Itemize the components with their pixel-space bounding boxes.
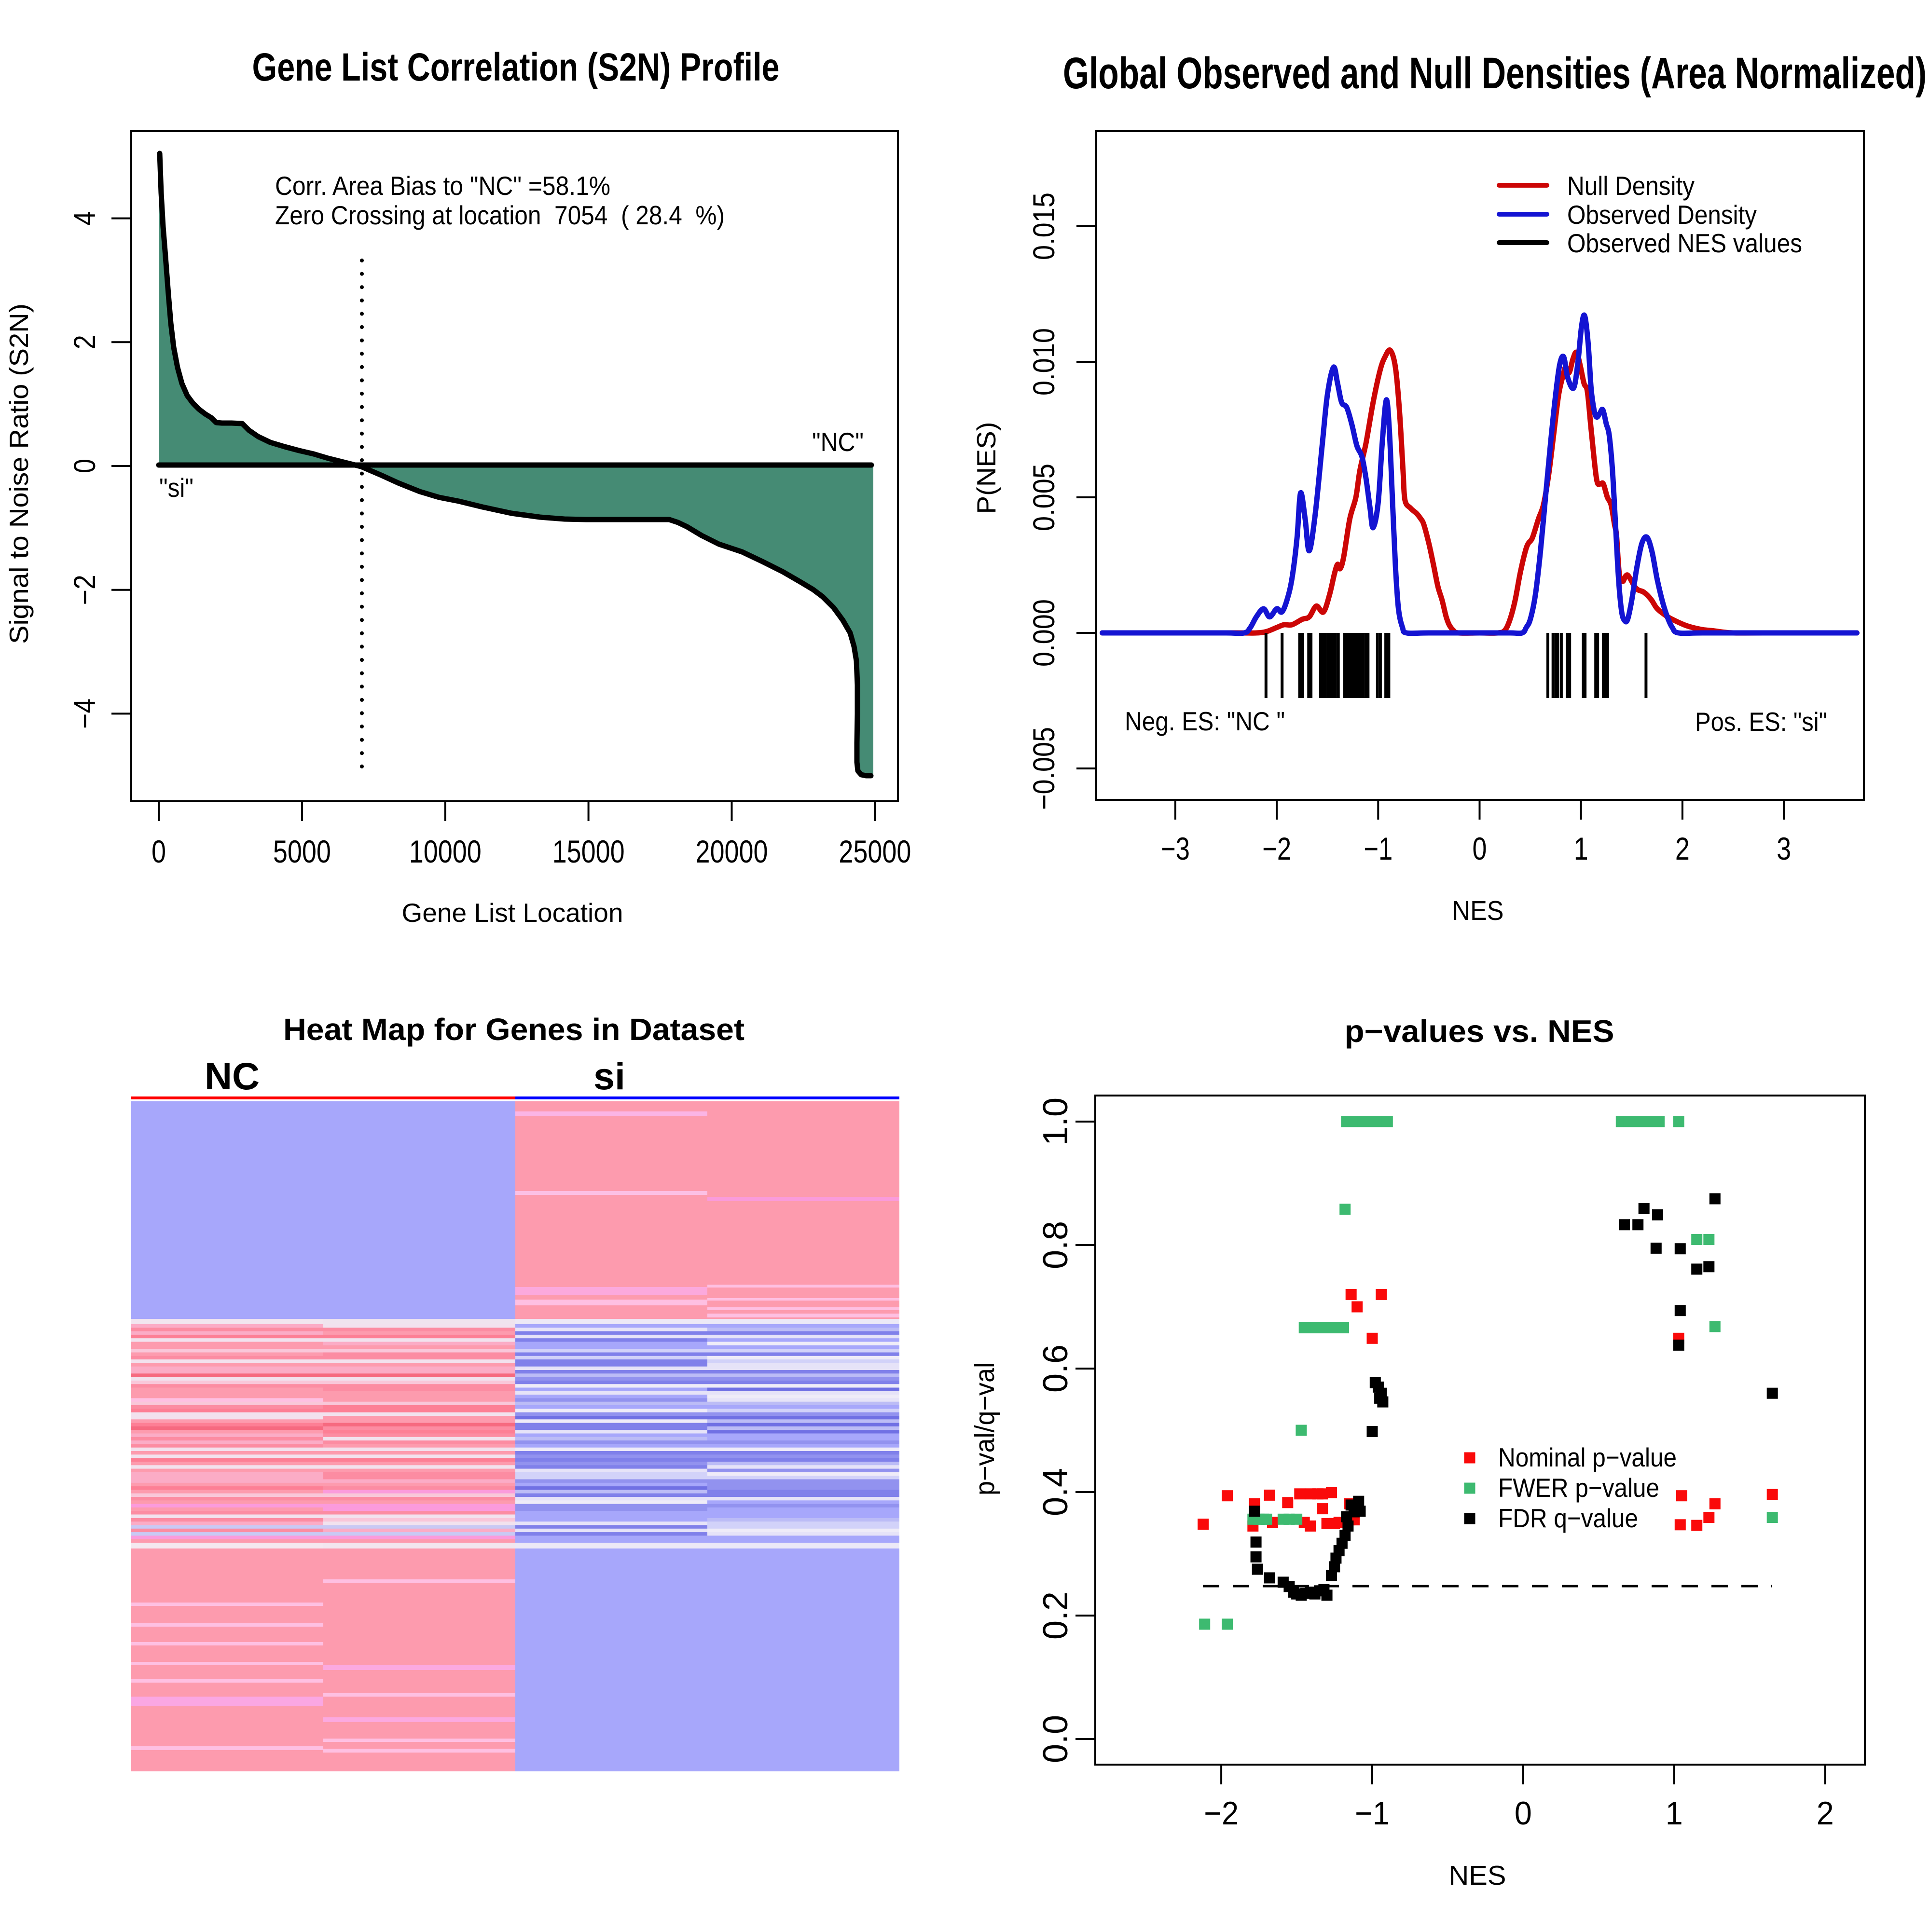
svg-text:Zero Crossing at location 705: Zero Crossing at location 7054 ( 28.4 %) [275,200,725,230]
svg-text:Heat Map for Genes in Dataset: Heat Map for Genes in Dataset [283,1012,744,1047]
svg-text:−1: −1 [1364,831,1392,866]
svg-text:Nominal p−value: Nominal p−value [1498,1442,1677,1472]
svg-text:Global Observed and Null Densi: Global Observed and Null Densities (Area… [1063,49,1927,98]
svg-text:NC: NC [205,1055,260,1097]
svg-text:2: 2 [1675,831,1690,866]
svg-text:0.2: 0.2 [1036,1591,1075,1640]
svg-text:FWER p−value: FWER p−value [1498,1473,1659,1503]
svg-text:Neg. ES: "NC ": Neg. ES: "NC " [1125,706,1285,736]
svg-text:0.4: 0.4 [1036,1468,1075,1516]
svg-text:si: si [593,1055,625,1097]
svg-text:20000: 20000 [696,834,768,869]
svg-text:0.015: 0.015 [1027,192,1061,260]
svg-text:Observed NES values: Observed NES values [1567,228,1802,258]
svg-text:p−val/q−val: p−val/q−val [969,1362,1000,1495]
svg-text:0.010: 0.010 [1027,328,1061,396]
svg-text:Signal to Noise Ratio (S2N): Signal to Noise Ratio (S2N) [4,303,34,644]
svg-text:Gene List Location: Gene List Location [402,898,623,928]
svg-text:P(NES): P(NES) [971,422,1001,514]
svg-text:3: 3 [1777,831,1791,866]
svg-text:"NC": "NC" [812,427,864,457]
svg-text:0.000: 0.000 [1027,599,1061,667]
svg-text:−0.005: −0.005 [1027,727,1061,810]
svg-text:5000: 5000 [273,834,331,869]
svg-text:15000: 15000 [552,834,625,869]
svg-text:Observed Density: Observed Density [1567,200,1757,230]
svg-text:−1: −1 [1355,1795,1390,1832]
svg-text:0.8: 0.8 [1036,1221,1075,1269]
svg-text:0: 0 [1515,1795,1532,1832]
svg-text:−2: −2 [1204,1795,1239,1832]
svg-text:2: 2 [68,335,102,349]
svg-text:Gene List Correlation (S2N) Pr: Gene List Correlation (S2N) Profile [252,45,780,89]
svg-text:NES: NES [1449,1860,1506,1891]
svg-text:1: 1 [1574,831,1588,866]
svg-text:25000: 25000 [839,834,911,869]
svg-text:0: 0 [1473,831,1487,866]
svg-text:0.6: 0.6 [1036,1344,1075,1393]
svg-text:4: 4 [68,211,102,226]
svg-text:0.0: 0.0 [1036,1715,1075,1763]
svg-text:Pos. ES: "si": Pos. ES: "si" [1695,707,1827,737]
svg-text:10000: 10000 [409,834,482,869]
svg-text:−2: −2 [68,575,102,605]
svg-text:1.0: 1.0 [1036,1097,1075,1146]
svg-text:"si": "si" [159,473,193,503]
svg-text:1: 1 [1666,1795,1683,1832]
svg-text:Null Density: Null Density [1567,171,1695,201]
svg-text:p−values vs. NES: p−values vs. NES [1345,1014,1614,1049]
svg-text:2: 2 [1817,1795,1834,1832]
svg-text:−3: −3 [1161,831,1190,866]
svg-text:−4: −4 [68,699,102,729]
svg-text:0.005: 0.005 [1027,464,1061,531]
svg-text:Corr. Area Bias to "NC" =58.1%: Corr. Area Bias to "NC" =58.1% [275,171,610,201]
svg-text:FDR q−value: FDR q−value [1498,1503,1638,1533]
svg-text:NES: NES [1452,895,1504,926]
svg-text:0: 0 [68,459,102,473]
svg-text:−2: −2 [1262,831,1291,866]
svg-text:0: 0 [152,834,166,869]
